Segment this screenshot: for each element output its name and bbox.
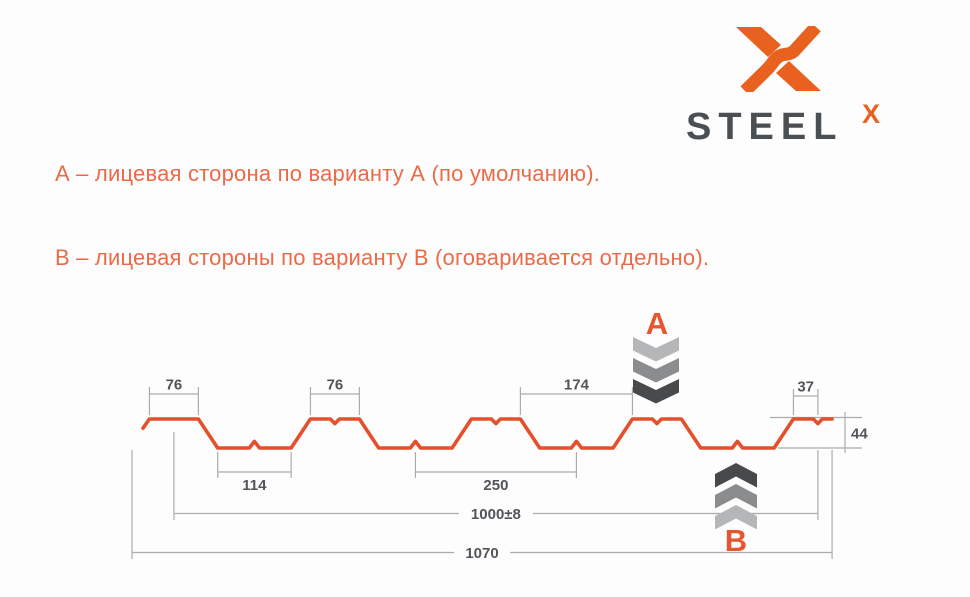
dimension-crest_width_1-label: 76 xyxy=(166,377,183,394)
logo-arm-top-left xyxy=(736,27,781,57)
marker-b-chevron-1-icon xyxy=(715,463,757,488)
logo-arm-bottom-right xyxy=(776,61,821,91)
marker-a-chevron-3-icon xyxy=(633,379,679,404)
dimension-overall_width-label-bg xyxy=(454,544,511,561)
dimension-valley_span_top-label: 174 xyxy=(564,377,590,394)
marker-b-chevron-2-icon xyxy=(715,484,757,509)
marker-a-chevron-1-icon xyxy=(633,337,679,362)
dimension-valley_width-label: 114 xyxy=(242,477,267,494)
dimension-working_width-label: 1000±8 xyxy=(471,506,521,523)
dimension-working_width-label-bg xyxy=(458,505,533,522)
dimension-height-label: 44 xyxy=(851,426,868,443)
brand-superscript: X xyxy=(862,99,881,129)
dimension-crest_width_2-label: 76 xyxy=(327,377,344,394)
logo-x-icon xyxy=(736,26,821,92)
dimension-pitch-label: 250 xyxy=(483,477,508,494)
dimension-edge_crest-label: 37 xyxy=(797,379,814,396)
marker-b-chevron-3-icon xyxy=(715,505,757,530)
profile-outline xyxy=(141,417,834,450)
marker-b-label: В xyxy=(725,523,747,558)
marker-a-label: А xyxy=(646,306,668,341)
note-variant-a: А – лицевая сторона по варианту А (по ум… xyxy=(55,161,601,186)
dimension-overall_width-label: 1070 xyxy=(465,545,498,562)
logo-ribbon xyxy=(740,26,821,92)
note-variant-b: В – лицевая стороны по варианту В (огова… xyxy=(55,245,710,270)
marker-a-chevron-2-icon xyxy=(633,358,679,383)
brand-text: STEEL xyxy=(686,106,844,148)
